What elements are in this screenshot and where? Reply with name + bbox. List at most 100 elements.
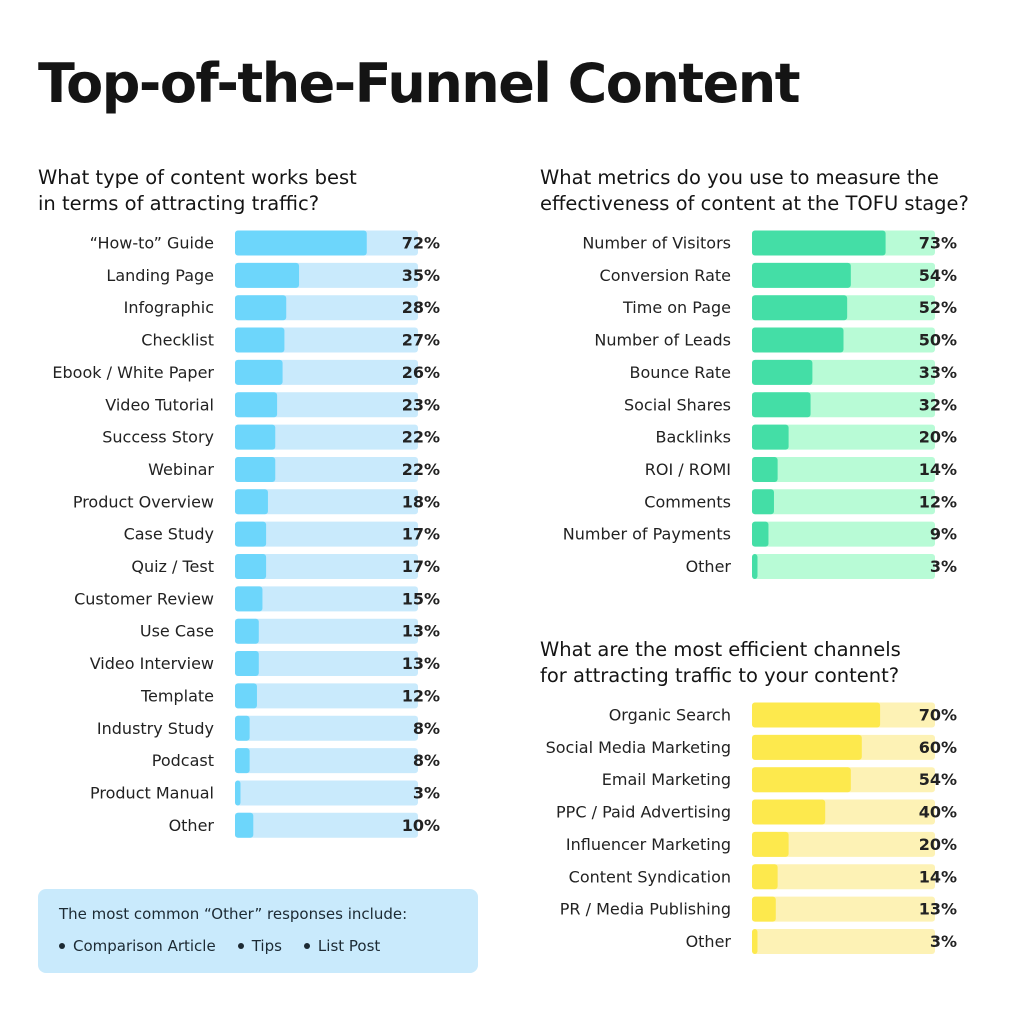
- bar-value-label: 10%: [402, 816, 440, 835]
- bar-value-label: 32%: [919, 395, 957, 414]
- bar: [235, 489, 268, 515]
- bar-track: [235, 392, 418, 418]
- metrics-chart: Number of Visitors 73% Conversion Rate 54% T…: [563, 230, 957, 579]
- bar-label: Video Tutorial: [105, 395, 214, 414]
- channels-chart: Organic Search 70% Social Media Marketing 6…: [546, 702, 957, 954]
- note-item-label: Comparison Article: [73, 937, 216, 955]
- bar: [752, 327, 844, 353]
- bar-value-label: 12%: [919, 492, 957, 511]
- bar-track: [752, 831, 935, 857]
- bar: [752, 702, 881, 728]
- bar-track: [752, 864, 935, 890]
- bar-value-label: 14%: [919, 460, 957, 479]
- bar-value-label: 8%: [413, 719, 440, 738]
- bar: [235, 230, 367, 256]
- bar-value-label: 35%: [402, 266, 440, 285]
- bar-track: [235, 586, 418, 612]
- bar-value-label: 27%: [402, 331, 440, 350]
- bar-value-label: 70%: [919, 706, 957, 725]
- bar: [752, 554, 758, 579]
- bar: [752, 831, 789, 857]
- bar-label: Product Overview: [73, 492, 214, 511]
- bar: [235, 424, 276, 450]
- bar: [235, 327, 285, 353]
- bar: [235, 683, 257, 709]
- bar-label: Infographic: [124, 298, 214, 317]
- bar-label: Quiz / Test: [131, 557, 214, 576]
- note-item-label: Tips: [251, 937, 282, 955]
- bar-track: [235, 554, 418, 579]
- bar-value-label: 60%: [919, 738, 957, 757]
- bar-value-label: 54%: [919, 266, 957, 285]
- bar: [752, 392, 811, 418]
- bar: [752, 896, 776, 922]
- bar-value-label: 20%: [919, 428, 957, 447]
- bar: [752, 359, 813, 385]
- bar-label: Time on Page: [622, 298, 731, 317]
- bar-label: Webinar: [148, 460, 214, 479]
- bar-label: Content Syndication: [569, 867, 731, 886]
- bullet-icon: [237, 943, 244, 949]
- bar: [752, 521, 769, 547]
- metrics-chart-title: What metrics do you use to measure the e…: [540, 165, 969, 217]
- bar-value-label: 52%: [919, 298, 957, 317]
- bar-label: Influencer Marketing: [566, 835, 731, 854]
- bar: [235, 262, 300, 288]
- bar-value-label: 14%: [919, 867, 957, 886]
- bar-track: [235, 489, 418, 515]
- bar-label: Case Study: [124, 525, 214, 544]
- bar-label: ROI / ROMI: [645, 460, 731, 479]
- note-list: Comparison Article Tips List Post: [59, 937, 478, 955]
- bar-label: Number of Leads: [594, 331, 731, 350]
- bullet-icon: [59, 943, 65, 949]
- bar-value-label: 40%: [919, 803, 957, 822]
- note-item-label: List Post: [317, 937, 381, 955]
- bar-label: PR / Media Publishing: [560, 900, 731, 919]
- note-intro: The most common “Other” responses includ…: [59, 905, 408, 923]
- bar-value-label: 33%: [919, 363, 957, 382]
- bar: [752, 489, 774, 515]
- bar-value-label: 13%: [402, 654, 440, 673]
- bar-track: [235, 618, 418, 644]
- bar-label: Success Story: [102, 428, 214, 447]
- bar-value-label: 3%: [930, 932, 957, 951]
- content-type-chart-title-line-2: in terms of attracting traffic?: [38, 192, 320, 215]
- bar: [752, 424, 789, 450]
- bar: [235, 812, 254, 838]
- bar-label: Customer Review: [74, 589, 214, 608]
- bar: [235, 456, 276, 482]
- bar-track: [752, 554, 935, 579]
- bar-value-label: 3%: [930, 557, 957, 576]
- bar-label: Organic Search: [609, 706, 731, 725]
- bar: [235, 586, 263, 612]
- bar: [752, 262, 851, 288]
- note-item: Comparison Article: [59, 937, 216, 955]
- bar-value-label: 17%: [402, 557, 440, 576]
- bar-value-label: 28%: [402, 298, 440, 317]
- bar-track: [235, 748, 418, 774]
- bar-label: Industry Study: [97, 719, 214, 738]
- bar-label: Template: [140, 686, 214, 705]
- page-title: Top-of-the-Funnel Content: [38, 52, 801, 115]
- bar: [235, 392, 278, 418]
- bar-label: Comments: [644, 492, 731, 511]
- bar: [235, 651, 259, 677]
- bar-label: Number of Visitors: [582, 234, 731, 253]
- bar-label: Social Shares: [624, 395, 731, 414]
- bar-label: Other: [686, 557, 732, 576]
- bar-value-label: 3%: [413, 783, 440, 802]
- bar-value-label: 9%: [930, 525, 957, 544]
- bar-track: [752, 896, 935, 922]
- bar: [752, 864, 778, 890]
- channels-chart-title: What are the most efficient channels for…: [540, 637, 901, 689]
- bar-label: Checklist: [141, 331, 214, 350]
- bar-track: [235, 651, 418, 677]
- bar-label: Bounce Rate: [630, 363, 731, 382]
- bullet-icon: [303, 943, 310, 949]
- bar-value-label: 20%: [919, 835, 957, 854]
- bar-track: [235, 521, 418, 547]
- bar-label: PPC / Paid Advertising: [556, 803, 731, 822]
- bar-value-label: 26%: [402, 363, 440, 382]
- bar-label: Social Media Marketing: [546, 738, 731, 757]
- content-type-chart-title-line-1: What type of content works best: [38, 166, 357, 189]
